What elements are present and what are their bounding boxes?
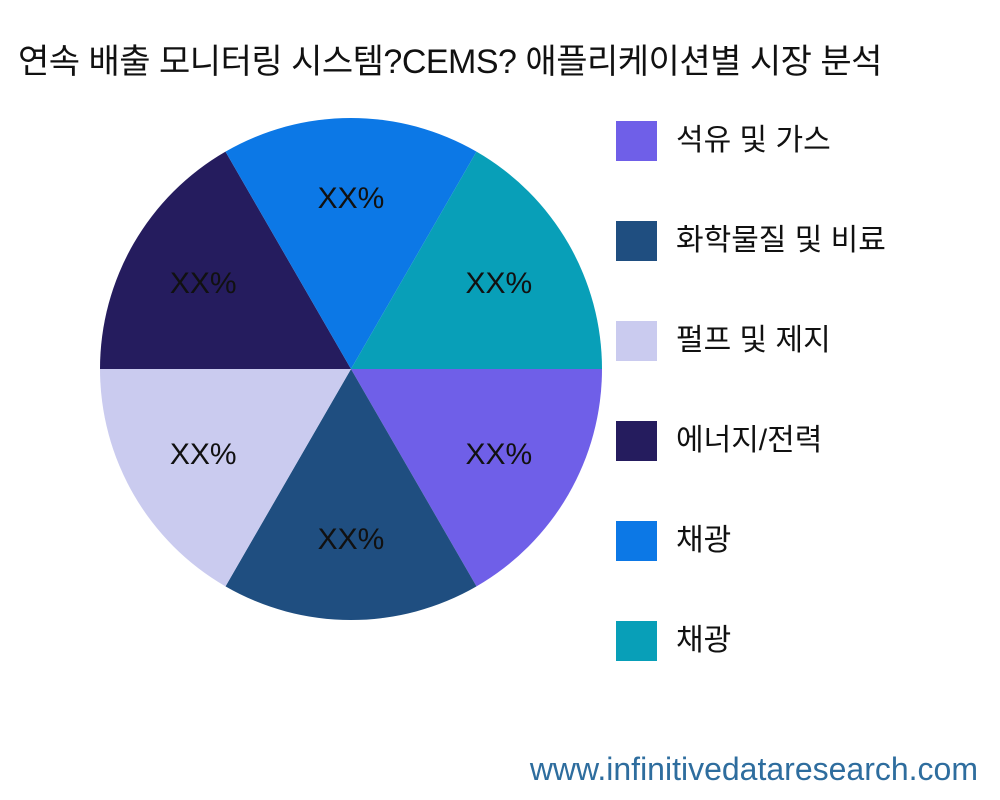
legend-label: 펄프 및 제지 xyxy=(676,324,831,357)
pie-slice-4 xyxy=(225,118,477,369)
pie-chart-svg: XX% XX% XX% XX% XX% XX% xyxy=(100,118,602,620)
pie-slice-value-label-0: XX% xyxy=(465,438,532,471)
legend-swatch xyxy=(616,521,657,561)
legend-label: 석유 및 가스 xyxy=(676,124,831,157)
legend-label: 화학물질 및 비료 xyxy=(676,224,886,257)
pie-slice-value-label-4: XX% xyxy=(318,182,385,215)
legend-label: 에너지/전력 xyxy=(676,424,823,457)
pie-slice-5 xyxy=(351,151,602,369)
legend-label: 채광 xyxy=(676,624,732,657)
legend-item: 채광 xyxy=(616,621,886,661)
pie-slice-2 xyxy=(100,369,351,587)
pie-slice-value-label-5: XX% xyxy=(465,267,532,300)
legend-item: 펄프 및 제지 xyxy=(616,321,886,361)
legend-item: 화학물질 및 비료 xyxy=(616,221,886,261)
pie-slice-3 xyxy=(100,151,351,369)
legend-swatch xyxy=(616,621,657,661)
legend-swatch xyxy=(616,321,657,361)
legend-label: 채광 xyxy=(676,524,732,557)
legend: 석유 및 가스 화학물질 및 비료 펄프 및 제지 에너지/전력 채광 채광 xyxy=(616,121,886,721)
legend-item: 채광 xyxy=(616,521,886,561)
pie-slice-value-label-2: XX% xyxy=(170,438,237,471)
legend-item: 에너지/전력 xyxy=(616,421,886,461)
pie-chart: XX% XX% XX% XX% XX% XX% xyxy=(100,118,602,620)
chart-title: 연속 배출 모니터링 시스템?CEMS? 애플리케이션별 시장 분석 xyxy=(18,43,882,81)
legend-swatch xyxy=(616,121,657,161)
pie-slice-0 xyxy=(351,369,602,587)
legend-swatch xyxy=(616,221,657,261)
legend-swatch xyxy=(616,421,657,461)
website-link: www.infinitivedataresearch.com xyxy=(529,751,978,787)
pie-slice-value-label-3: XX% xyxy=(170,267,237,300)
legend-item: 석유 및 가스 xyxy=(616,121,886,161)
pie-slice-1 xyxy=(225,369,477,620)
pie-slice-value-label-1: XX% xyxy=(318,523,385,556)
